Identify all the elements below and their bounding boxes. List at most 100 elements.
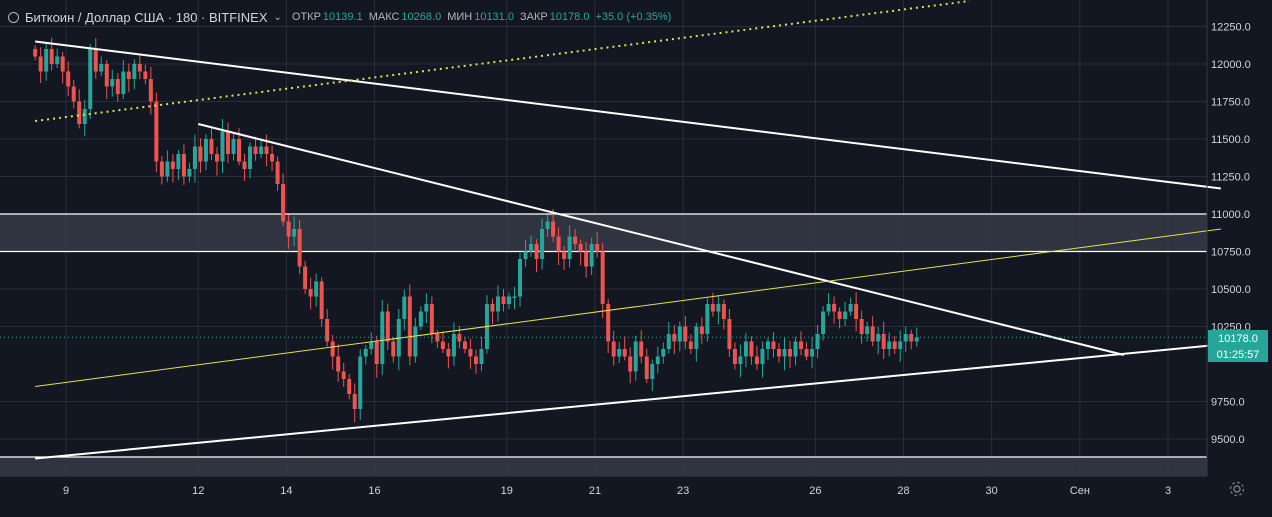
candle-body: [622, 349, 627, 357]
chart-legend: Биткоин / Доллар США · 180 · BITFINEX ⌄ …: [8, 8, 671, 26]
candle-body: [815, 334, 820, 349]
candle-body: [468, 349, 473, 357]
visibility-circle-icon[interactable]: [8, 11, 19, 23]
y-tick-label: 11000.0: [1211, 209, 1250, 221]
candle-body: [242, 161, 247, 169]
candle-body: [325, 319, 330, 342]
candle-body: [556, 236, 561, 252]
candle-body: [297, 229, 302, 267]
x-tick-label: 28: [897, 485, 909, 497]
x-tick-label: Сен: [1070, 485, 1090, 497]
candle-body: [865, 326, 870, 334]
y-tick-label: 12000.0: [1211, 59, 1251, 71]
candle-body: [892, 341, 897, 349]
candle-body: [683, 326, 688, 342]
candle-body: [49, 49, 54, 64]
candle-body: [804, 349, 809, 357]
candle-body: [887, 341, 892, 349]
y-tick-label: 12250.0: [1211, 22, 1251, 34]
candle-body: [259, 146, 264, 154]
candle-body: [848, 304, 853, 312]
price-badge-group: 10178.0 01:25:57: [1208, 330, 1268, 362]
candle-body: [743, 341, 748, 357]
candle-body: [545, 221, 550, 229]
candle-body: [788, 349, 793, 357]
candle-body: [132, 64, 137, 79]
candle-body: [710, 304, 715, 312]
candle-body: [336, 356, 341, 372]
candle-body: [732, 349, 737, 364]
candle-body: [903, 334, 908, 342]
candle-body: [705, 304, 710, 334]
candle-body: [749, 341, 754, 357]
gear-icon[interactable]: [1228, 480, 1246, 498]
candle-body: [424, 304, 429, 312]
low-label: МИН: [447, 11, 473, 23]
candle-body: [760, 349, 765, 364]
candle-body: [490, 304, 495, 312]
candle-body: [655, 356, 660, 364]
candle-body: [225, 131, 230, 154]
candle-body: [82, 109, 87, 124]
candle-body: [507, 296, 512, 304]
candle-body: [341, 371, 346, 379]
candle-body: [176, 154, 181, 169]
trend-line-descending: [197, 123, 1125, 356]
candle-body: [369, 341, 374, 349]
candle-body: [589, 244, 594, 267]
chevron-down-icon[interactable]: ⌄: [273, 11, 282, 23]
x-axis: 9 12 14 16 19 21 23 26 28 30 Сен 3: [63, 485, 1171, 497]
candle-body: [308, 289, 313, 297]
candle-body: [666, 334, 671, 349]
candle-body: [137, 64, 142, 72]
candle-body: [38, 56, 43, 72]
candle-body: [738, 356, 743, 364]
trend-line-yellow: [35, 228, 1221, 387]
candle-body: [644, 356, 649, 379]
candle-body: [264, 146, 269, 154]
candle-body: [688, 341, 693, 349]
candle-body: [198, 146, 203, 162]
candle-body: [181, 154, 186, 177]
candle-body: [518, 259, 523, 297]
candle-body: [121, 71, 126, 94]
candle-body: [275, 161, 280, 184]
y-tick-label: 11250.0: [1211, 172, 1250, 184]
support-zone: [0, 457, 1207, 476]
candle-body: [248, 146, 253, 169]
candle-body: [44, 49, 49, 72]
candle-body: [286, 221, 291, 237]
candle-body: [721, 304, 726, 319]
candle-body: [214, 154, 219, 162]
candle-body: [534, 244, 539, 259]
symbol-title[interactable]: Биткоин / Доллар США · 180 · BITFINEX: [25, 9, 268, 25]
candle-body: [661, 349, 666, 357]
resistance-zone: [0, 214, 1207, 252]
candle-body: [540, 229, 545, 259]
candle-body: [281, 184, 286, 222]
candle-body: [578, 244, 583, 252]
candle-body: [837, 311, 842, 319]
y-tick-label: 9750.0: [1211, 397, 1245, 409]
candle-body: [876, 334, 881, 342]
candle-body: [859, 319, 864, 334]
candle-body: [457, 334, 462, 342]
candle-body: [754, 356, 759, 364]
candle-body: [473, 356, 478, 364]
candle-body: [451, 334, 456, 357]
candle-body: [55, 56, 60, 64]
candle-body: [628, 356, 633, 372]
close-value: 10178.0: [549, 11, 590, 23]
trend-line-yellow-dotted: [35, 0, 970, 122]
candle-body: [870, 326, 875, 342]
candle-body: [810, 349, 815, 357]
candle-body: [71, 86, 76, 102]
candle-body: [110, 79, 115, 87]
x-tick-label: 16: [368, 485, 380, 497]
candle-body: [358, 356, 363, 409]
candles: [33, 37, 919, 423]
candle-body: [639, 341, 644, 357]
candle-body: [413, 326, 418, 357]
